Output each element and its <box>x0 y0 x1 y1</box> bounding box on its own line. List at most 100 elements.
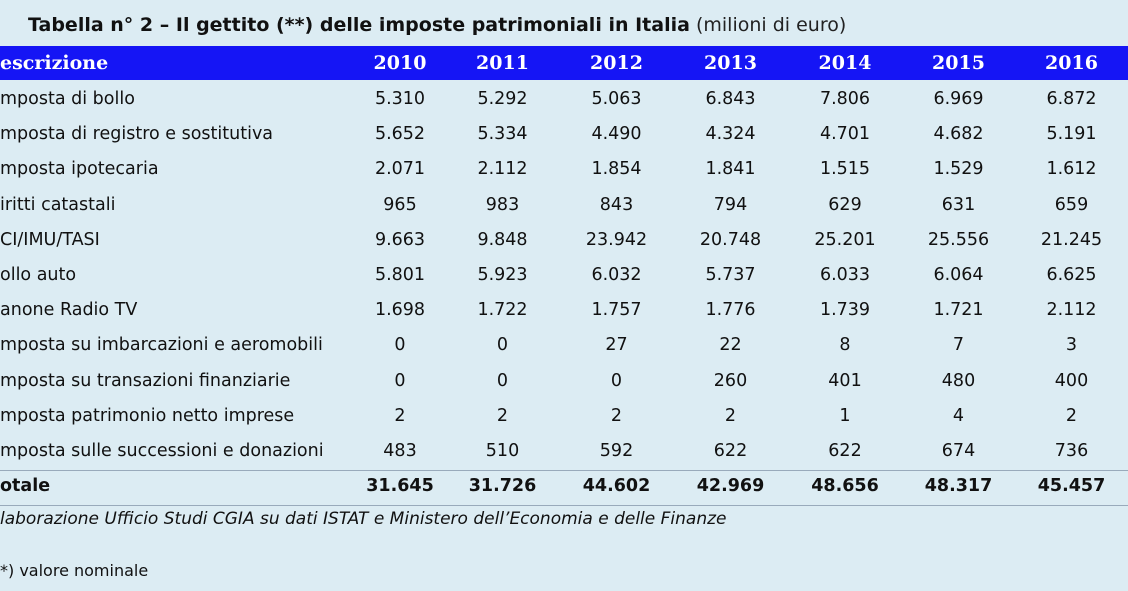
value-cell: 2.112 <box>1046 300 1097 321</box>
value-cell: 4.324 <box>705 124 756 145</box>
label-cell: anone Radio TV <box>0 300 138 321</box>
value-cell: 5.652 <box>374 124 426 145</box>
value-cell: 622 <box>713 441 748 461</box>
title: Tabella n° 2 – Il gettito (**) delle imp… <box>28 14 846 36</box>
value-cell: 483 <box>383 441 417 461</box>
value-cell: 9.663 <box>374 229 426 250</box>
label-cell: mposta ipotecaria <box>0 159 159 180</box>
title-main: Tabella n° 2 – Il gettito (**) delle imp… <box>28 14 690 36</box>
value-cell: 1.515 <box>819 159 871 180</box>
value-cell: 629 <box>828 194 862 215</box>
value-cell: 2012 <box>590 52 643 74</box>
label-cell: mposta patrimonio netto imprese <box>0 405 295 426</box>
value-cell: 1.776 <box>705 300 756 321</box>
value-cell: 20.748 <box>699 229 762 250</box>
value-cell: 1.841 <box>705 159 756 180</box>
value-cell: 592 <box>599 441 634 461</box>
value-cell: 22 <box>719 335 742 356</box>
value-cell: 2 <box>610 405 623 426</box>
value-cell: 0 <box>496 370 509 391</box>
value-cell: 1 <box>839 405 851 426</box>
source: laborazione Ufficio Studi CGIA su dati I… <box>0 509 727 529</box>
value-cell: 5.292 <box>477 89 528 109</box>
value-cell: 1.698 <box>374 300 426 321</box>
value-cell: 0 <box>610 370 623 391</box>
separator <box>0 470 1128 471</box>
value-cell: 23.942 <box>585 229 648 250</box>
value-cell: 5.191 <box>1046 124 1097 145</box>
label-cell: mposta di bollo <box>0 89 135 109</box>
value-cell: 6.033 <box>819 265 871 285</box>
value-cell: 4.682 <box>933 124 984 145</box>
value-cell: 1.854 <box>591 159 642 180</box>
value-cell: 736 <box>1054 441 1089 461</box>
value-cell: 1.722 <box>477 300 528 321</box>
value-cell: 6.969 <box>933 89 984 109</box>
value-cell: 42.969 <box>696 476 765 497</box>
title-unit: (milioni di euro) <box>695 14 847 36</box>
value-cell: 0 <box>394 335 406 356</box>
value-cell: 983 <box>485 194 520 215</box>
value-cell: 45.457 <box>1037 476 1106 497</box>
value-cell: 2 <box>496 405 509 426</box>
value-cell: 2011 <box>476 52 529 74</box>
value-cell: 6.625 <box>1046 265 1097 285</box>
value-cell: 5.801 <box>374 265 426 285</box>
value-cell: 25.201 <box>814 229 876 250</box>
value-cell: 2016 <box>1045 52 1098 74</box>
value-cell: 659 <box>1054 194 1089 215</box>
value-cell: 480 <box>941 370 976 391</box>
label-cell: iritti catastali <box>0 194 116 215</box>
value-cell: 25.556 <box>927 229 990 250</box>
value-cell: 31.726 <box>468 476 537 497</box>
value-cell: 31.645 <box>366 476 434 497</box>
value-cell: 5.737 <box>705 265 756 285</box>
value-cell: 6.032 <box>591 265 642 285</box>
value-cell: 843 <box>599 194 634 215</box>
value-cell: 4 <box>952 405 965 426</box>
value-cell: 27 <box>605 335 628 356</box>
label-cell: CI/IMU/TASI <box>0 229 100 250</box>
value-cell: 0 <box>496 335 509 356</box>
value-cell: 1.739 <box>819 300 871 321</box>
value-cell: 1.757 <box>591 300 642 321</box>
value-cell: 674 <box>941 441 976 461</box>
value-cell: 7.806 <box>819 89 871 109</box>
value-cell: 7 <box>952 335 965 356</box>
value-cell: 4.490 <box>591 124 642 145</box>
value-cell: 5.310 <box>374 89 426 109</box>
value-cell: 400 <box>1054 370 1089 391</box>
label-cell: otale <box>0 476 51 497</box>
value-cell: 21.245 <box>1040 229 1103 250</box>
value-cell: 6.872 <box>1046 89 1097 109</box>
value-cell: 44.602 <box>582 476 651 497</box>
value-cell: 6.843 <box>705 89 756 109</box>
label-cell: mposta di registro e sostitutiva <box>0 124 274 145</box>
value-cell: 48.656 <box>811 476 879 497</box>
value-cell: 2.112 <box>477 159 528 180</box>
value-cell: 401 <box>828 370 862 391</box>
note: *) valore nominale <box>0 561 149 580</box>
value-cell: 794 <box>713 194 748 215</box>
value-cell: 631 <box>941 194 976 215</box>
header-row <box>0 46 1128 80</box>
label-cell: ollo auto <box>0 265 77 285</box>
value-cell: 2014 <box>818 52 872 74</box>
value-cell: 6.064 <box>933 265 984 285</box>
value-cell: 4.701 <box>819 124 871 145</box>
value-cell: 3 <box>1065 335 1078 356</box>
value-cell: 510 <box>485 441 520 461</box>
value-cell: 2015 <box>932 52 985 74</box>
label-cell: mposta sulle successioni e donazioni <box>0 441 324 461</box>
value-cell: 622 <box>828 441 862 461</box>
value-cell: 5.063 <box>591 89 642 109</box>
separator <box>0 505 1128 506</box>
value-cell: 2 <box>394 405 406 426</box>
value-cell: 965 <box>383 194 417 215</box>
value-cell: 260 <box>713 370 748 391</box>
label-cell: mposta su imbarcazioni e aeromobili <box>0 335 323 356</box>
value-cell: 1.529 <box>933 159 984 180</box>
value-cell: 0 <box>394 370 406 391</box>
value-cell: 48.317 <box>924 476 993 497</box>
